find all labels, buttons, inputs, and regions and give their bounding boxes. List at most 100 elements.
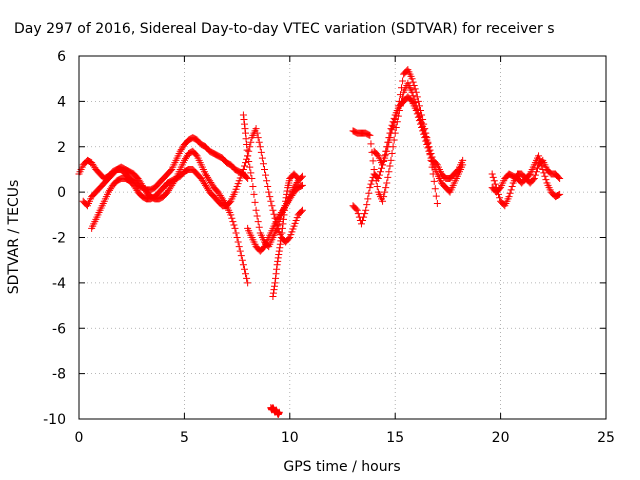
data-point-track-d	[242, 129, 250, 137]
data-point-track-j	[390, 119, 398, 127]
data-point-track-d	[243, 140, 251, 148]
data-point-track-j	[418, 111, 426, 119]
data-point-track-k	[506, 189, 514, 197]
x-tick-label: 10	[281, 430, 299, 446]
data-point-track-d	[251, 198, 259, 206]
data-point-track-b	[235, 243, 243, 251]
data-point-track-c	[255, 138, 263, 146]
data-point-track-h	[367, 180, 375, 188]
data-point-track-h	[376, 168, 384, 176]
data-point-track-h	[364, 195, 372, 203]
data-point-track-i	[409, 92, 417, 100]
data-point-track-c	[240, 162, 248, 170]
data-point-track-j	[393, 106, 401, 114]
data-point-track-j	[430, 177, 438, 185]
data-point-track-i	[366, 131, 374, 139]
x-tick-label: 25	[597, 430, 615, 446]
data-point-track-b	[229, 218, 237, 226]
data-point-track-l	[540, 169, 548, 177]
y-tick-label: -6	[52, 321, 66, 337]
data-point-track-h	[363, 201, 371, 209]
data-point-track-c	[263, 177, 271, 185]
data-point-track-k	[489, 173, 497, 181]
data-point-track-j	[379, 161, 387, 169]
data-point-track-d	[242, 135, 250, 143]
data-point-track-d	[243, 146, 251, 154]
data-point-track-c	[292, 216, 300, 224]
data-point-track-c	[287, 231, 295, 239]
y-tick-label: 0	[57, 185, 66, 201]
data-point-track-k	[555, 173, 563, 181]
data-point-track-c	[232, 185, 240, 193]
data-point-track-j	[408, 75, 416, 83]
data-point-track-c	[239, 165, 247, 173]
data-point-track-b	[231, 224, 239, 232]
data-point-track-h	[357, 220, 365, 228]
data-point-track-k	[508, 182, 516, 190]
data-point-track-c	[245, 147, 253, 155]
data-point-track-i	[411, 99, 419, 107]
data-point-track-j	[414, 97, 422, 105]
data-point-track-b	[239, 261, 247, 269]
data-point-track-j	[399, 77, 407, 85]
data-point-track-e	[283, 190, 291, 198]
data-point-track-c	[247, 138, 255, 146]
y-tick-label: -8	[52, 367, 66, 383]
data-point-track-k	[491, 180, 499, 188]
data-point-track-h	[353, 206, 361, 214]
data-point-track-j	[432, 192, 440, 200]
data-point-track-d	[255, 223, 263, 231]
data-point-track-i	[392, 123, 400, 131]
data-point-track-h	[366, 184, 374, 192]
y-tick-label: 4	[57, 94, 66, 110]
data-point-track-e	[273, 261, 281, 269]
data-point-track-e	[278, 224, 286, 232]
data-point-track-l	[555, 191, 563, 199]
data-point-track-c	[252, 125, 260, 133]
data-point-track-e	[271, 282, 279, 290]
data-point-track-j	[410, 81, 418, 89]
data-point-track-j	[413, 93, 421, 101]
data-point-track-b	[228, 214, 236, 222]
data-point-track-c	[265, 188, 273, 196]
data-point-track-b	[234, 238, 242, 246]
y-tick-label: -10	[43, 412, 66, 428]
data-point-track-a	[243, 173, 251, 181]
data-point-track-b	[242, 270, 250, 278]
x-tick-label: 15	[386, 430, 404, 446]
data-point-track-c	[297, 207, 305, 215]
data-point-track-k	[530, 175, 538, 183]
plot-frame	[78, 55, 607, 420]
data-point-track-j	[429, 170, 437, 178]
y-axis-title: SDTVAR / TECUs	[6, 180, 22, 295]
data-point-track-d	[244, 152, 252, 160]
data-point-track-k	[490, 177, 498, 185]
data-point-track-c	[257, 148, 265, 156]
x-tick-label: 0	[75, 430, 84, 446]
data-point-track-i	[381, 188, 389, 196]
data-point-track-b	[230, 221, 238, 229]
data-point-track-l	[537, 159, 545, 167]
data-point-track-e	[278, 229, 286, 237]
data-point-track-i	[379, 197, 387, 205]
data-point-track-e	[273, 265, 281, 273]
data-point-track-d	[241, 125, 249, 133]
data-point-track-l	[539, 165, 547, 173]
y-tick-label: 6	[57, 49, 66, 65]
data-point-track-k	[533, 164, 541, 172]
data-point-track-k	[488, 170, 496, 178]
data-point-track-d	[252, 206, 260, 214]
data-point-track-h	[352, 205, 360, 213]
data-point-track-c	[236, 174, 244, 182]
x-tick-label: 5	[180, 430, 189, 446]
data-point-track-c	[293, 214, 301, 222]
data-point-track-j	[396, 91, 404, 99]
data-point-track-j	[425, 143, 433, 151]
data-point-track-c	[298, 206, 306, 214]
data-point-track-b	[232, 229, 240, 237]
data-point-track-d	[246, 163, 254, 171]
data-point-track-j	[428, 163, 436, 171]
data-points	[75, 66, 564, 418]
data-point-track-c	[286, 234, 294, 241]
